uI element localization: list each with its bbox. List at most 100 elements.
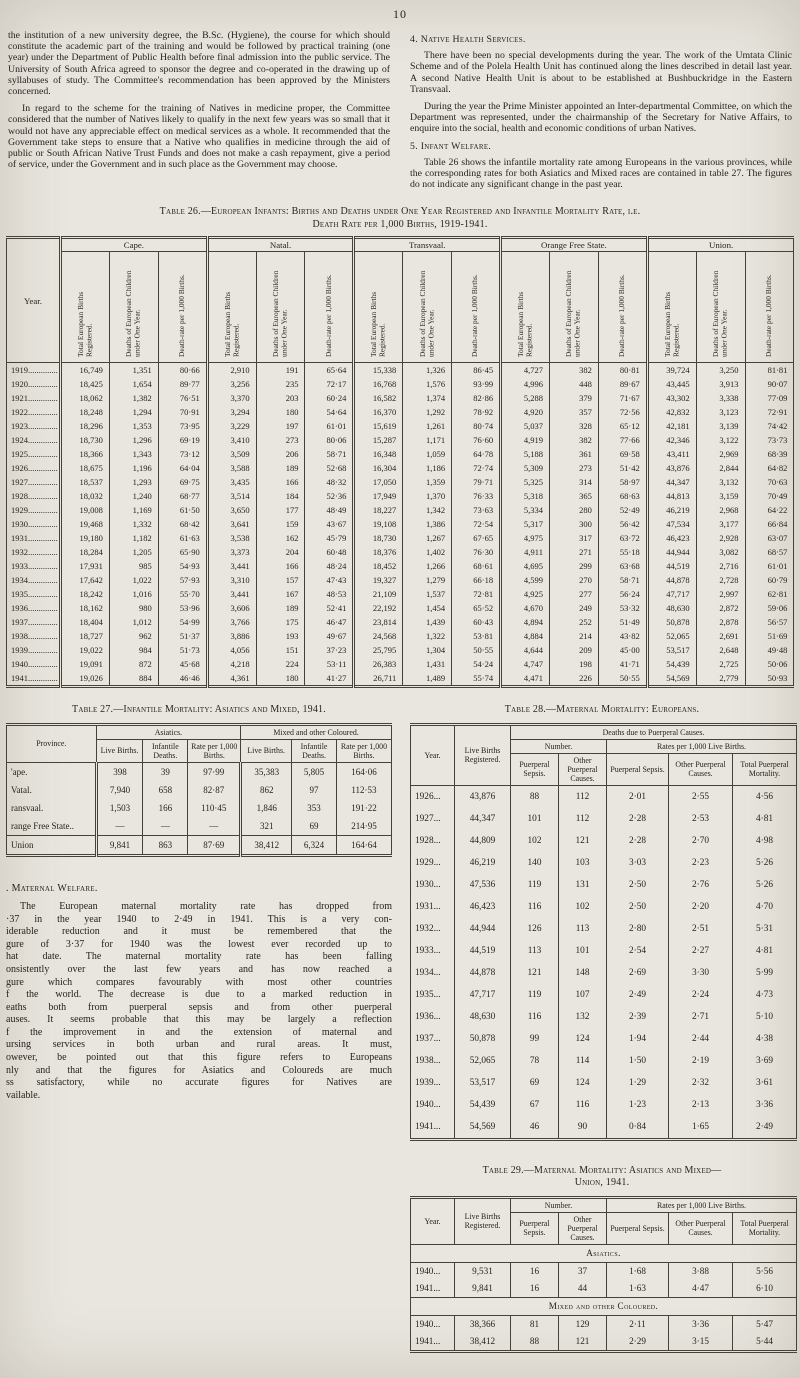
value-cell: 9,531	[454, 1262, 511, 1280]
value-cell: 46,423	[645, 531, 697, 546]
text-line: ss satisfactory, while no accurate figur…	[6, 1077, 392, 1089]
value-cell: 4,925	[499, 587, 550, 602]
value-cell: 175	[255, 615, 306, 630]
value-cell: 54·64	[304, 405, 355, 420]
value-cell: 19,026	[59, 671, 110, 687]
row-label-cell: 1941..............	[6, 671, 61, 687]
value-cell: 162	[255, 531, 306, 546]
value-cell: 65·52	[451, 601, 502, 616]
value-cell: 4,975	[499, 531, 550, 546]
value-cell: 1,012	[108, 615, 159, 630]
value-cell: 59·06	[744, 601, 795, 616]
table29-header-row2: Puerperal Sepsis. Other Puerperal Causes…	[411, 1211, 798, 1245]
subheader-infantile-deaths: Infantile Deaths.	[142, 738, 189, 763]
row-label-cell: 1938..............	[6, 629, 61, 644]
subheader-total-puerperal: Total Puerperal Mortality.	[731, 1211, 798, 1245]
value-cell: 1,182	[108, 531, 159, 546]
value-cell: 1,022	[108, 573, 159, 588]
value-cell: 1,294	[108, 405, 159, 420]
subheader-deaths: Deaths of European Children under One Ye…	[108, 251, 159, 364]
row-label-cell: 1940..............	[6, 657, 61, 672]
value-cell: 1,267	[402, 531, 453, 546]
subheader-live-births: Live Births.	[240, 738, 293, 763]
value-cell: —	[94, 816, 144, 836]
value-cell: 126	[510, 917, 559, 940]
row-label-cell: 1930...	[410, 873, 455, 896]
value-cell: 1·94	[606, 1027, 669, 1050]
value-cell: 124	[558, 1071, 607, 1094]
value-cell: 16,370	[352, 405, 404, 420]
row-label-cell: 1930..............	[6, 517, 61, 532]
value-cell: 97·99	[187, 762, 242, 781]
value-cell: 2,648	[695, 643, 746, 658]
value-cell: 86·45	[451, 362, 502, 378]
value-cell: 102	[558, 895, 607, 918]
value-cell: 3,123	[695, 405, 746, 420]
table-row: 1931... 46,423 116 102 2·50 2·20 4·70	[410, 895, 798, 918]
text-line: auses. It seems probable that this may b…	[6, 1014, 392, 1026]
table-row: 1933.............. 17,931 985 54·93 3,441 166…	[6, 559, 795, 574]
value-cell: 3·36	[668, 1315, 733, 1333]
value-cell: 382	[548, 433, 599, 448]
value-cell: 58·71	[597, 573, 648, 588]
value-cell: 448	[548, 377, 599, 392]
value-cell: 1,322	[402, 629, 453, 644]
value-cell: 54·99	[157, 615, 208, 630]
value-cell: 4,727	[499, 362, 550, 378]
row-label-cell: 1936..............	[6, 601, 61, 616]
value-cell: 129	[558, 1315, 607, 1333]
value-cell: 3,410	[205, 433, 257, 448]
row-label-cell: 1929...	[410, 851, 455, 874]
table-row: 1919.............. 16,749 1,351 80·66 2,910 1…	[6, 362, 795, 378]
page-number: 10	[393, 7, 407, 21]
value-cell: 3,514	[205, 489, 257, 504]
value-cell: 69	[510, 1071, 559, 1094]
value-cell: 1,439	[402, 615, 453, 630]
value-cell: 2,691	[695, 629, 746, 644]
subheader-rate: Death-rate per 1,000 Births.	[744, 251, 795, 364]
subheader-puerperal-sepsis: Puerperal Sepsis.	[510, 752, 559, 786]
value-cell: 48,630	[454, 1005, 511, 1028]
row-label-cell: 1935..............	[6, 587, 61, 602]
table-row: 1936... 48,630 116 132 2·39 2·71 5·10	[410, 1005, 798, 1028]
paragraph-continuation: the institution of a new university degr…	[8, 30, 390, 98]
value-cell: 2·70	[668, 829, 733, 852]
value-cell: 55·70	[157, 587, 208, 602]
value-cell: 3,435	[205, 475, 257, 490]
live-births-column-header: Live Births Registered.	[454, 723, 511, 786]
value-cell: 58·71	[304, 447, 355, 462]
value-cell: 15,338	[352, 362, 404, 378]
value-cell: 314	[548, 475, 599, 490]
value-cell: 984	[108, 643, 159, 658]
value-cell: 43,445	[645, 377, 697, 392]
table28-header-row1: Year. Live Births Registered. Deaths due…	[410, 723, 798, 786]
table28-header-row3: Puerperal Sepsis. Other Puerperal Causes…	[411, 752, 798, 786]
value-cell: 4,894	[499, 615, 550, 630]
value-cell: 57·93	[157, 573, 208, 588]
value-cell: 23,814	[352, 615, 404, 630]
row-label-cell: 1937..............	[6, 615, 61, 630]
value-cell: 131	[558, 873, 607, 896]
body-text-top: the institution of a new university degr…	[0, 22, 800, 196]
section-label: Mixed and other Coloured.	[410, 1296, 797, 1316]
value-cell: 353	[291, 798, 337, 817]
value-cell: 110·45	[187, 798, 242, 817]
value-cell: 235	[255, 377, 306, 392]
subheader-rate: Rate per 1,000 Births.	[187, 738, 242, 763]
value-cell: 25,795	[352, 643, 404, 658]
table-row: 1935... 47,717 119 107 2·49 2·24 4·73	[410, 983, 798, 1006]
value-cell: 55·18	[597, 545, 648, 560]
text-line: onsistently over the last few years and …	[6, 963, 392, 975]
value-cell: 51·73	[157, 643, 208, 658]
value-cell: 38,366	[454, 1315, 511, 1333]
value-cell: 3,641	[205, 517, 257, 532]
value-cell: 114	[558, 1049, 607, 1072]
value-cell: 19,468	[59, 517, 110, 532]
row-label-cell: Union	[6, 834, 97, 856]
table-row: range Free State.. — — —321 69 214·95	[6, 816, 393, 836]
value-cell: 101	[510, 807, 559, 830]
value-cell: 3,082	[695, 545, 746, 560]
row-label-cell: 1940...	[410, 1093, 455, 1116]
value-cell: 46,219	[645, 503, 697, 518]
